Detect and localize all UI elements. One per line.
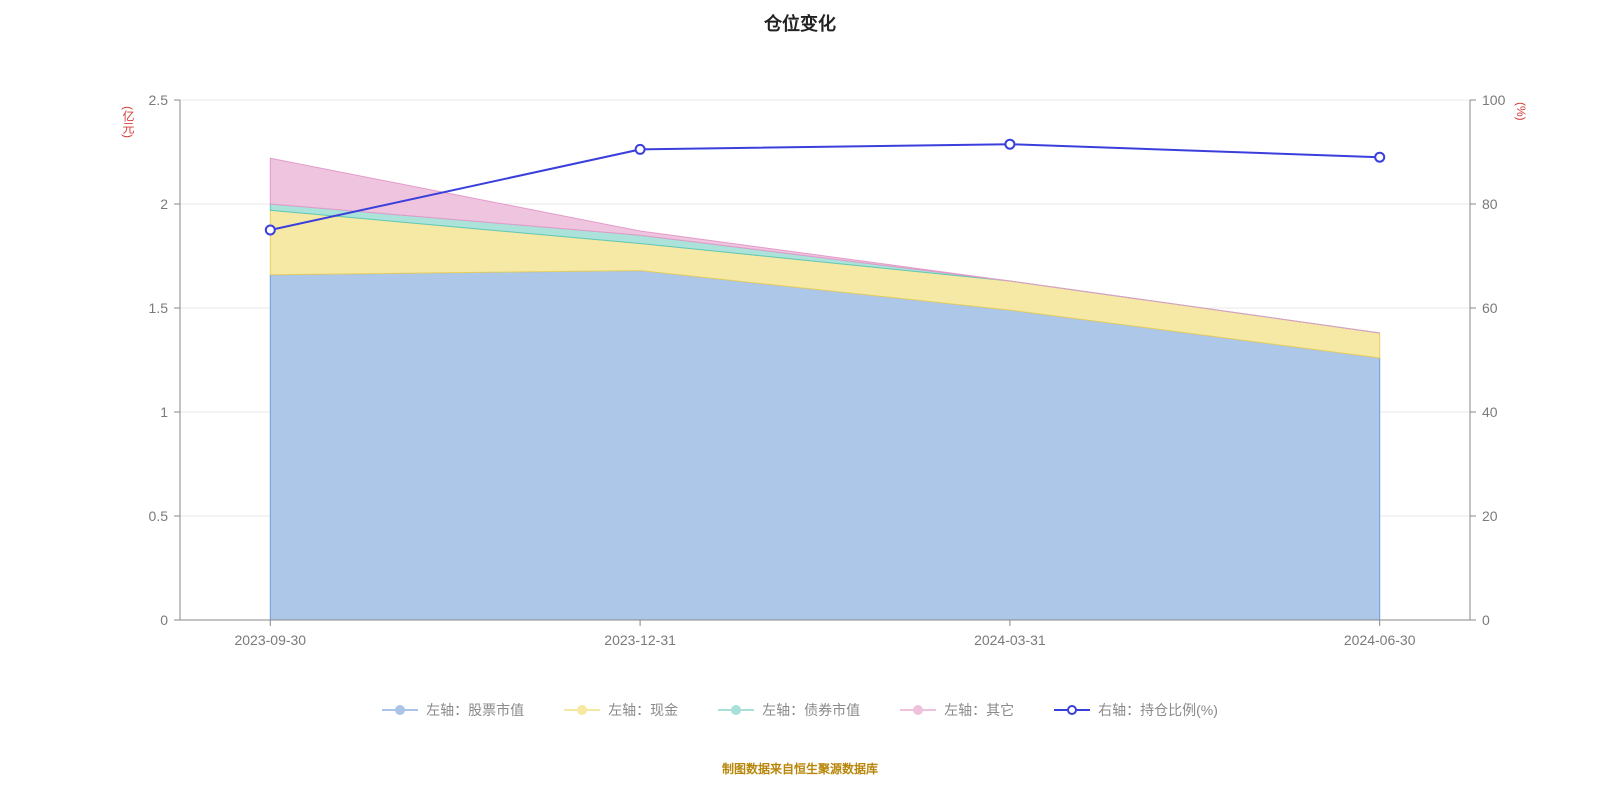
y-left-tick: 0.5 <box>149 508 168 524</box>
x-tick: 2023-12-31 <box>604 632 676 648</box>
x-tick: 2024-03-31 <box>974 632 1046 648</box>
legend-label-cash: 左轴：现金 <box>608 700 678 720</box>
chart-svg <box>0 0 1600 800</box>
legend-item-bond: 左轴：债券市值 <box>718 700 860 720</box>
y-right-label: (%) <box>1514 102 1528 121</box>
marker-ratio <box>266 226 275 235</box>
y-left-label: (亿元) <box>120 106 137 138</box>
chart-area: 0 0.5 1 1.5 2 2.5 0 20 40 60 80 100 2023-09-30 2023-1… <box>0 0 1600 800</box>
y-right-tick: 20 <box>1482 508 1498 524</box>
y-left-tick: 1 <box>160 404 168 420</box>
marker-ratio <box>636 145 645 154</box>
y-left-tick: 0 <box>160 612 168 628</box>
y-left-tick: 2.5 <box>149 92 168 108</box>
x-tick: 2023-09-30 <box>234 632 306 648</box>
y-left-tick: 2 <box>160 196 168 212</box>
legend: 左轴：股票市值 左轴：现金 左轴：债券市值 左轴：其它 右轴：持仓比例(%) <box>0 700 1600 720</box>
legend-marker-other <box>900 703 936 717</box>
legend-item-other: 左轴：其它 <box>900 700 1014 720</box>
legend-label-ratio: 右轴：持仓比例(%) <box>1098 700 1218 720</box>
legend-marker-bond <box>718 703 754 717</box>
legend-label-stock: 左轴：股票市值 <box>426 700 524 720</box>
y-right-tick: 100 <box>1482 92 1505 108</box>
y-right-tick: 60 <box>1482 300 1498 316</box>
marker-ratio <box>1005 140 1014 149</box>
legend-marker-cash <box>564 703 600 717</box>
legend-marker-ratio <box>1054 703 1090 717</box>
legend-label-bond: 左轴：债券市值 <box>762 700 860 720</box>
x-tick: 2024-06-30 <box>1344 632 1416 648</box>
data-source-footer: 制图数据来自恒生聚源数据库 <box>0 760 1600 777</box>
y-right-tick: 40 <box>1482 404 1498 420</box>
y-right-tick: 80 <box>1482 196 1498 212</box>
marker-ratio <box>1375 153 1384 162</box>
y-right-tick: 0 <box>1482 612 1490 628</box>
legend-label-other: 左轴：其它 <box>944 700 1014 720</box>
y-left-tick: 1.5 <box>149 300 168 316</box>
legend-item-cash: 左轴：现金 <box>564 700 678 720</box>
legend-item-stock: 左轴：股票市值 <box>382 700 524 720</box>
legend-marker-stock <box>382 703 418 717</box>
legend-item-ratio: 右轴：持仓比例(%) <box>1054 700 1218 720</box>
